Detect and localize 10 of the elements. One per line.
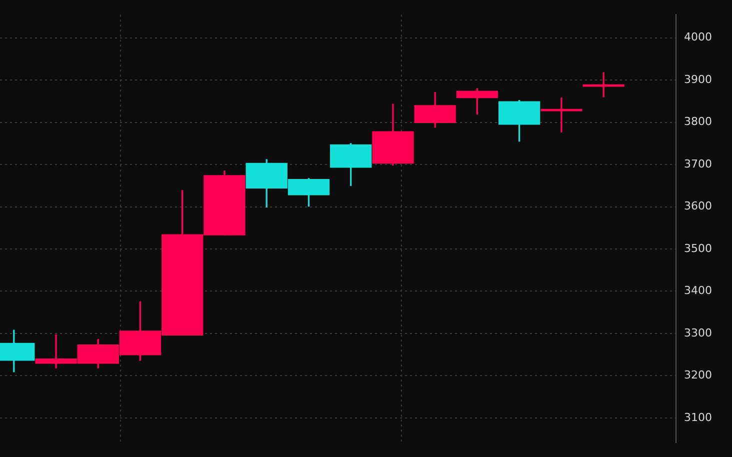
- y-tick-label: 3800: [684, 115, 712, 128]
- y-tick-label: 3200: [684, 368, 712, 382]
- y-tick-label: 3100: [684, 410, 712, 424]
- y-tick-label: 4000: [684, 30, 712, 44]
- y-tick-label: 3300: [684, 326, 712, 340]
- y-tick-label: 3700: [684, 157, 712, 170]
- y-tick-label: 3400: [684, 284, 712, 298]
- y-tick-label: 3500: [684, 242, 712, 255]
- y-tick-label: 3900: [684, 72, 712, 86]
- y-tick-label: 3600: [684, 200, 712, 213]
